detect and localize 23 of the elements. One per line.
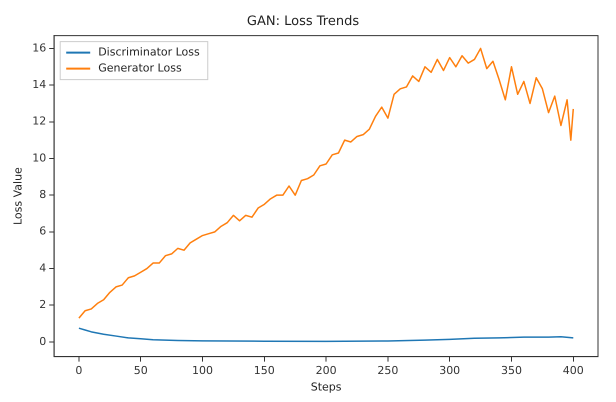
x-axis-title: Steps [310, 380, 342, 394]
y-tick-label: 14 [32, 78, 46, 91]
chart-title: GAN: Loss Trends [246, 14, 360, 30]
x-tick-label: 250 [377, 364, 398, 378]
x-tick-label: 350 [500, 364, 522, 378]
y-tick-label: 8 [39, 188, 46, 202]
y-tick-label: 2 [39, 298, 46, 312]
y-tick-label: 16 [32, 41, 46, 54]
y-tick-label: 12 [32, 114, 46, 128]
legend-label: Generator Loss [98, 61, 182, 74]
y-tick-label: 10 [32, 151, 46, 164]
y-axis-title: Loss Value [11, 166, 24, 226]
x-tick-label: 150 [254, 364, 275, 378]
y-tick-label: 0 [39, 334, 46, 348]
legend-label: Discriminator Loss [98, 45, 200, 58]
y-tick-label: 4 [39, 261, 46, 274]
x-tick-label: 50 [134, 364, 148, 378]
y-tick-label: 6 [39, 224, 46, 238]
x-tick-label: 100 [192, 364, 214, 378]
x-tick-label: 400 [562, 364, 584, 378]
x-tick-label: 300 [439, 364, 460, 378]
x-tick-label: 0 [75, 364, 82, 378]
x-tick-label: 200 [316, 364, 337, 378]
